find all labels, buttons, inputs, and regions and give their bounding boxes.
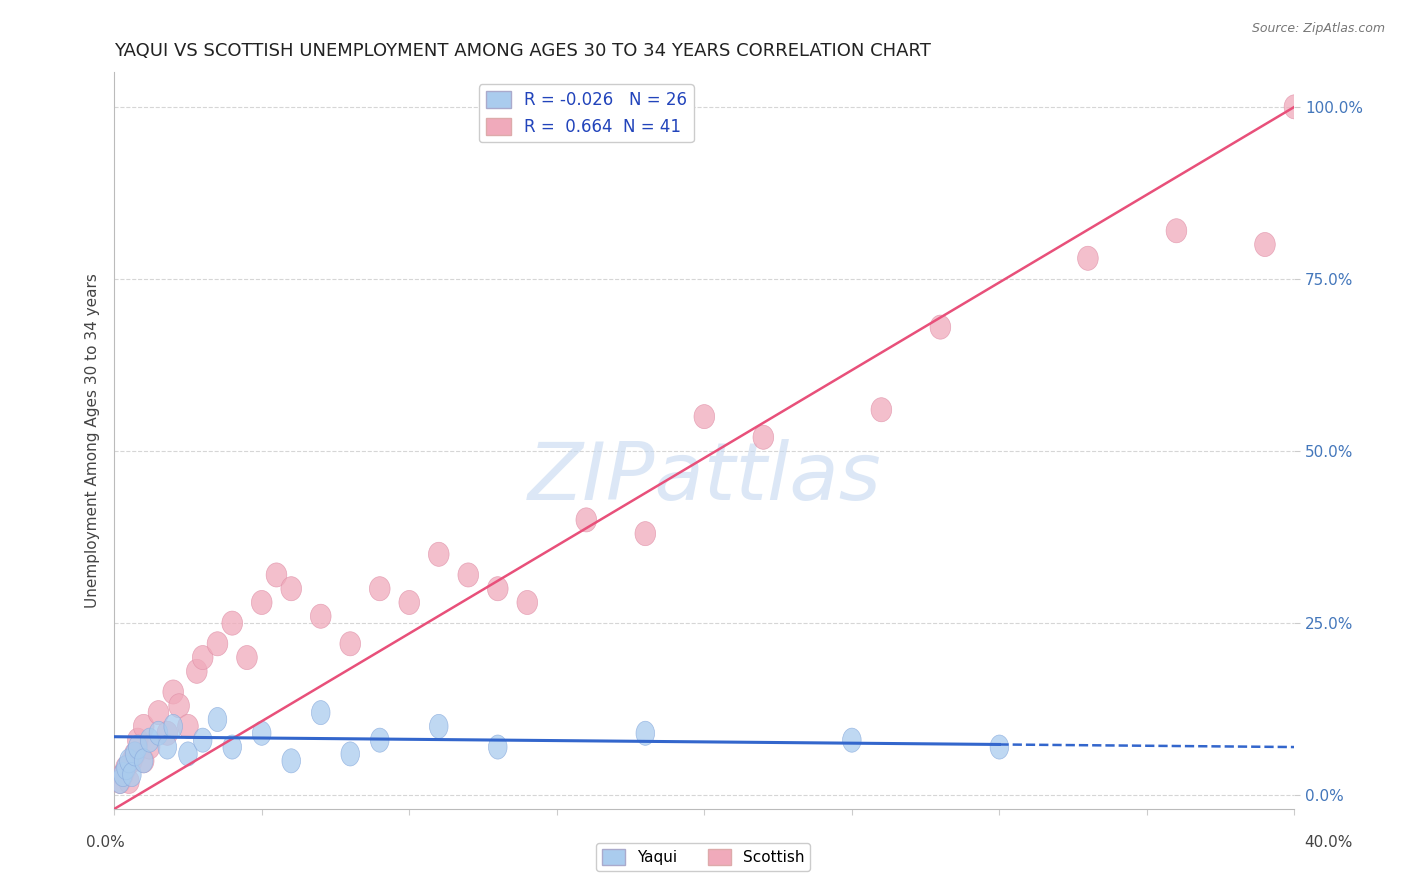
Ellipse shape [252,591,271,615]
Text: 0.0%: 0.0% [86,836,125,850]
Ellipse shape [253,722,271,746]
Ellipse shape [148,700,169,724]
Ellipse shape [224,735,242,759]
Ellipse shape [872,398,891,422]
Ellipse shape [121,748,142,772]
Ellipse shape [187,659,207,683]
Ellipse shape [128,728,148,752]
Legend: Yaqui, Scottish: Yaqui, Scottish [596,843,810,871]
Ellipse shape [429,542,449,566]
Ellipse shape [120,748,138,772]
Ellipse shape [114,763,132,787]
Ellipse shape [193,646,214,670]
Y-axis label: Unemployment Among Ages 30 to 34 years: Unemployment Among Ages 30 to 34 years [86,273,100,608]
Ellipse shape [754,425,773,450]
Ellipse shape [179,742,197,766]
Ellipse shape [128,735,148,759]
Ellipse shape [118,770,139,794]
Ellipse shape [111,770,129,794]
Ellipse shape [157,722,177,746]
Ellipse shape [370,728,389,752]
Ellipse shape [340,742,360,766]
Ellipse shape [695,405,714,429]
Ellipse shape [576,508,596,532]
Ellipse shape [208,707,226,731]
Ellipse shape [340,632,360,656]
Ellipse shape [194,728,212,752]
Ellipse shape [429,714,449,739]
Ellipse shape [177,714,198,739]
Ellipse shape [141,728,159,752]
Ellipse shape [636,722,655,746]
Ellipse shape [122,763,141,787]
Ellipse shape [117,756,135,780]
Ellipse shape [125,742,145,766]
Ellipse shape [842,728,860,752]
Ellipse shape [636,522,655,546]
Ellipse shape [990,735,1008,759]
Ellipse shape [157,735,177,759]
Ellipse shape [134,714,155,739]
Ellipse shape [149,722,167,746]
Ellipse shape [929,315,950,339]
Ellipse shape [266,563,287,587]
Ellipse shape [222,611,243,635]
Ellipse shape [169,694,190,718]
Ellipse shape [312,700,330,724]
Ellipse shape [139,735,160,759]
Ellipse shape [207,632,228,656]
Ellipse shape [283,748,301,772]
Ellipse shape [110,770,131,794]
Legend: R = -0.026   N = 26, R =  0.664  N = 41: R = -0.026 N = 26, R = 0.664 N = 41 [479,85,693,143]
Ellipse shape [115,756,136,780]
Ellipse shape [125,742,145,766]
Ellipse shape [311,604,330,628]
Ellipse shape [1166,219,1187,243]
Ellipse shape [1284,95,1305,119]
Ellipse shape [165,714,183,739]
Text: ZIPattlas: ZIPattlas [527,439,882,516]
Ellipse shape [399,591,419,615]
Ellipse shape [112,763,134,787]
Ellipse shape [517,591,537,615]
Ellipse shape [488,735,508,759]
Ellipse shape [458,563,478,587]
Ellipse shape [370,576,389,601]
Ellipse shape [135,748,153,772]
Text: YAQUI VS SCOTTISH UNEMPLOYMENT AMONG AGES 30 TO 34 YEARS CORRELATION CHART: YAQUI VS SCOTTISH UNEMPLOYMENT AMONG AGE… [114,42,931,60]
Ellipse shape [163,680,184,704]
Ellipse shape [281,576,301,601]
Ellipse shape [1077,246,1098,270]
Ellipse shape [236,646,257,670]
Text: 40.0%: 40.0% [1305,836,1353,850]
Ellipse shape [134,748,155,772]
Ellipse shape [488,576,508,601]
Ellipse shape [1254,233,1275,257]
Text: Source: ZipAtlas.com: Source: ZipAtlas.com [1251,22,1385,36]
